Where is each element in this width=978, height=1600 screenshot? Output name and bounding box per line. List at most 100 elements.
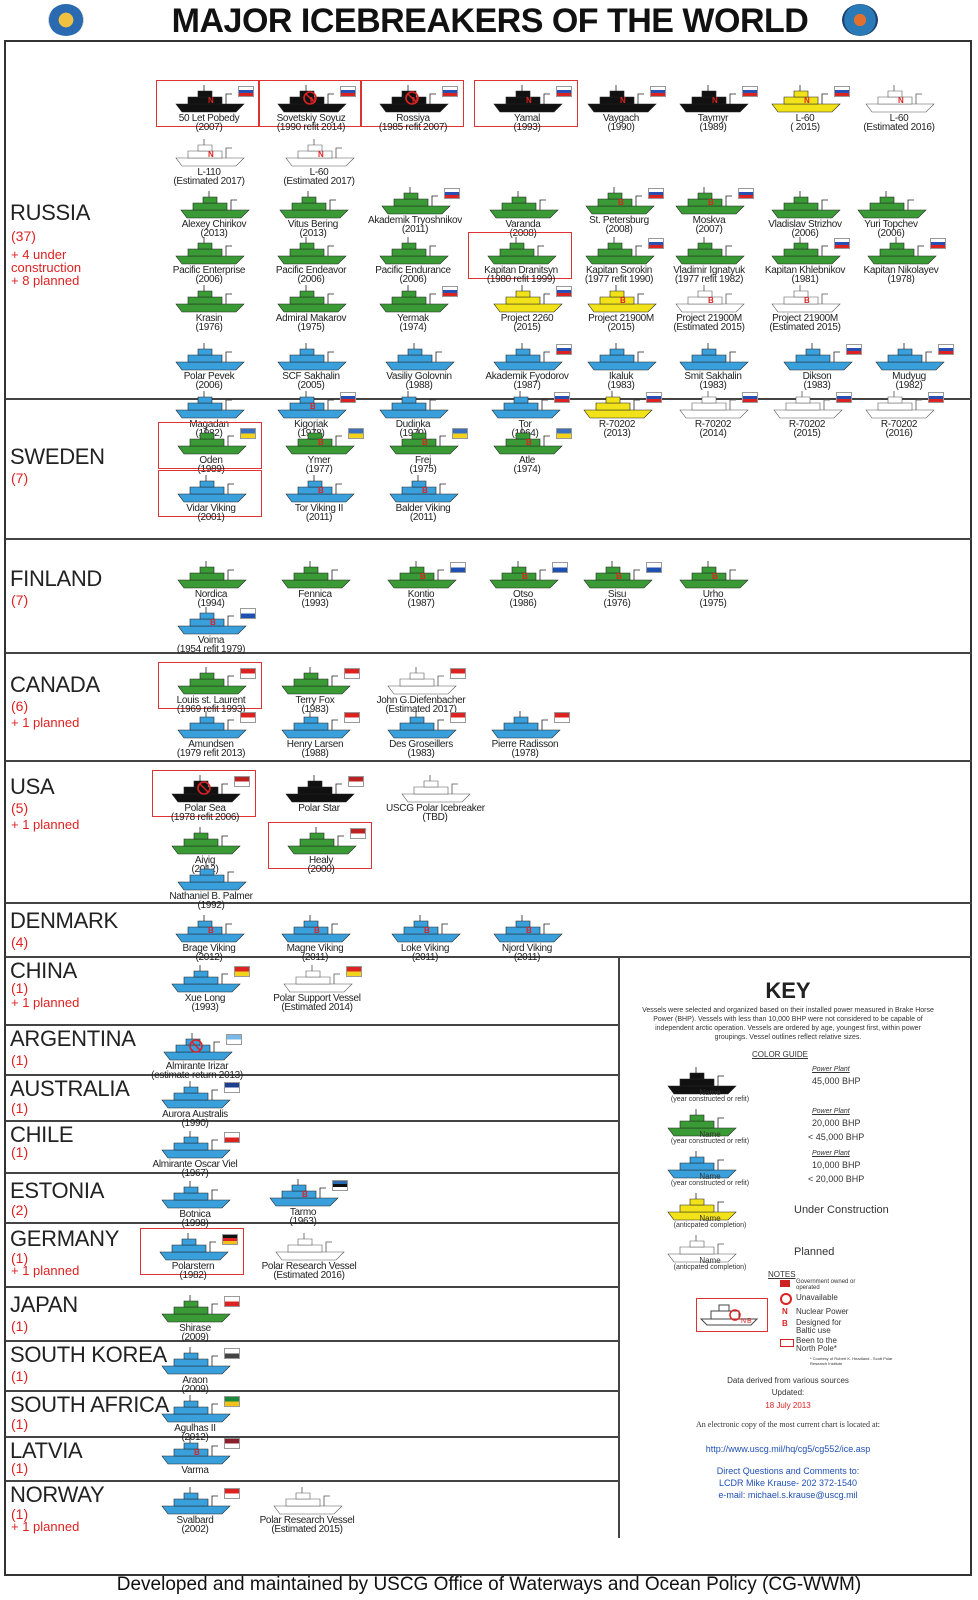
- ship-year: (1988): [301, 748, 329, 759]
- country-name: SOUTH AFRICA: [10, 1392, 169, 1417]
- ship-icon: [493, 343, 563, 371]
- country-name: DENMARK: [10, 908, 118, 933]
- key-entry-name: Name: [699, 1256, 721, 1265]
- svg-text:B: B: [522, 572, 528, 581]
- ship-name: Almirante Oscar Viel: [152, 1159, 238, 1170]
- ship-icon: N: [277, 85, 347, 113]
- svg-text:N: N: [741, 1318, 746, 1325]
- ship-entry: Nathaniel B. Palmer (1992): [162, 862, 260, 912]
- section-finland: FINLAND (7) Nordica (1994) Fennica (1993) B Kon…: [6, 540, 972, 655]
- ship-entry: B Balder Viking (2011): [374, 474, 472, 524]
- country-count: (7): [11, 470, 29, 486]
- ship-name: Yamal: [513, 113, 541, 124]
- ship-year: (1993): [191, 1002, 219, 1013]
- country-count: (6): [11, 698, 29, 714]
- ship-entry: Vasiliy Golovnin (1988): [370, 342, 468, 392]
- flag-ru-icon: [238, 86, 254, 97]
- ship-year: (2006): [297, 274, 325, 285]
- ship-entry: Terry Fox (1983): [266, 666, 364, 716]
- flag-ca-icon: [450, 668, 466, 679]
- ship-icon: N: [771, 85, 841, 113]
- ship-year: (2007): [195, 122, 223, 133]
- ship-icon: [177, 561, 247, 589]
- ship-entry: Araon (2009): [146, 1346, 244, 1396]
- ship-entry: USCG Polar Icebreaker (TBD): [386, 774, 485, 824]
- ship-year: (1975): [297, 322, 325, 333]
- flag-ru-icon: [556, 86, 572, 97]
- key-entry: Name (anticpated completion) Planned: [660, 1234, 920, 1274]
- ship-entry: Kapitan Dranitsyn (1980 refit 1999): [468, 232, 572, 286]
- ship-icon: [583, 391, 653, 419]
- flag-fi-icon: [450, 562, 466, 573]
- ship-name: Project 21900M: [588, 313, 654, 324]
- ship-year: (1983): [301, 704, 329, 715]
- svg-text:B: B: [708, 296, 714, 305]
- country-name: GERMANY: [10, 1226, 120, 1251]
- flag-ee-icon: [332, 1180, 348, 1191]
- ship-entry: Akademik Tryoshnikov (2011): [366, 186, 464, 236]
- flag-ar-icon: [226, 1034, 242, 1045]
- ship-name: Yermak: [397, 313, 429, 324]
- ship-icon: B: [177, 607, 247, 635]
- ship-year: (2002): [181, 1524, 209, 1535]
- ship-entry: Xue Long (1993): [156, 964, 254, 1014]
- ship-icon: [379, 285, 449, 313]
- key-description: Vessels were selected and organized base…: [642, 1007, 934, 1041]
- ship-icon: [279, 191, 349, 219]
- ship-entry: Kapitan Khlebnikov (1981): [756, 236, 854, 286]
- flag-ru-icon: [930, 238, 946, 249]
- ship-icon: B: [387, 561, 457, 589]
- key-power-plant: Power Plant: [812, 1066, 850, 1073]
- north-pole-marker: [158, 422, 262, 469]
- ship-name: Varma: [181, 1465, 209, 1476]
- ship-year: (1988): [405, 380, 433, 391]
- ship-icon: B: [285, 475, 355, 503]
- ship-year: (1978 refit 2006): [170, 812, 240, 823]
- ship-entry: Pierre Radisson (1978): [476, 710, 574, 760]
- ship-name: R-70202: [788, 419, 826, 430]
- ship-icon: B: [161, 1437, 231, 1465]
- key-power-value: 20,000 BHP: [812, 1118, 861, 1128]
- country-name: CHILE: [10, 1122, 74, 1147]
- svg-text:B: B: [616, 572, 622, 581]
- ship-year: (2001): [197, 512, 225, 523]
- chart-url-link[interactable]: http://www.uscg.mil/hq/cg5/cg552/ice.asp: [705, 1444, 871, 1454]
- ship-entry: Amundsen (1979 refit 2013): [162, 710, 260, 760]
- ship-icon: [177, 427, 247, 455]
- ship-name: Shirase: [179, 1323, 211, 1334]
- ship-year: (1974): [399, 322, 427, 333]
- key-power-value: 10,000 BHP: [812, 1160, 861, 1170]
- ship-year: (1978): [887, 274, 915, 285]
- ship-year: ( 2015): [790, 122, 820, 133]
- ship-icon: [161, 1081, 231, 1109]
- ship-icon: B: [583, 561, 653, 589]
- flag-ru-icon: [836, 392, 852, 403]
- svg-text:B: B: [618, 198, 624, 207]
- baltic-mark-icon: B: [782, 1319, 788, 1328]
- svg-text:B: B: [424, 926, 430, 935]
- key-entry-name: Name: [699, 1214, 721, 1223]
- north-pole-marker: [468, 232, 572, 279]
- ship-icon: [679, 343, 749, 371]
- ship-name: John G.Diefenbacher: [376, 695, 466, 706]
- ship-entry: N L-60( 2015): [756, 84, 854, 134]
- section-estonia: ESTONIA (2) Botnica (1998) B Tarmo (1963): [6, 1174, 618, 1229]
- country-count: (1): [11, 1416, 29, 1432]
- note-gov: Government owned or operated: [796, 1279, 856, 1291]
- country-count: (1): [11, 1052, 29, 1068]
- ship-icon: [679, 391, 749, 419]
- ship-name: L-60: [889, 113, 909, 124]
- ship-name: Dikson: [802, 371, 832, 382]
- ship-icon: [387, 711, 457, 739]
- ship-name: Rossiya: [396, 113, 430, 124]
- flag-ca-icon: [344, 712, 360, 723]
- ship-icon: [285, 775, 355, 803]
- svg-text:B: B: [804, 296, 810, 305]
- ship-entry: Henry Larsen (1988): [266, 710, 364, 760]
- ship-entry: B Project 21900M (Estimated 2015): [756, 284, 854, 334]
- ship-name: Project 21900M: [772, 313, 838, 324]
- ship-year: (Estimated 2015): [271, 1524, 343, 1535]
- section-russia: RUSSIA (37) + 4 under construction + 8 pla…: [6, 40, 972, 439]
- section-china: CHINA (1) + 1 planned Xue Long (1993) Polar S…: [6, 958, 618, 1026]
- contact-email[interactable]: e-mail: michael.s.krause@uscg.mil: [718, 1490, 858, 1500]
